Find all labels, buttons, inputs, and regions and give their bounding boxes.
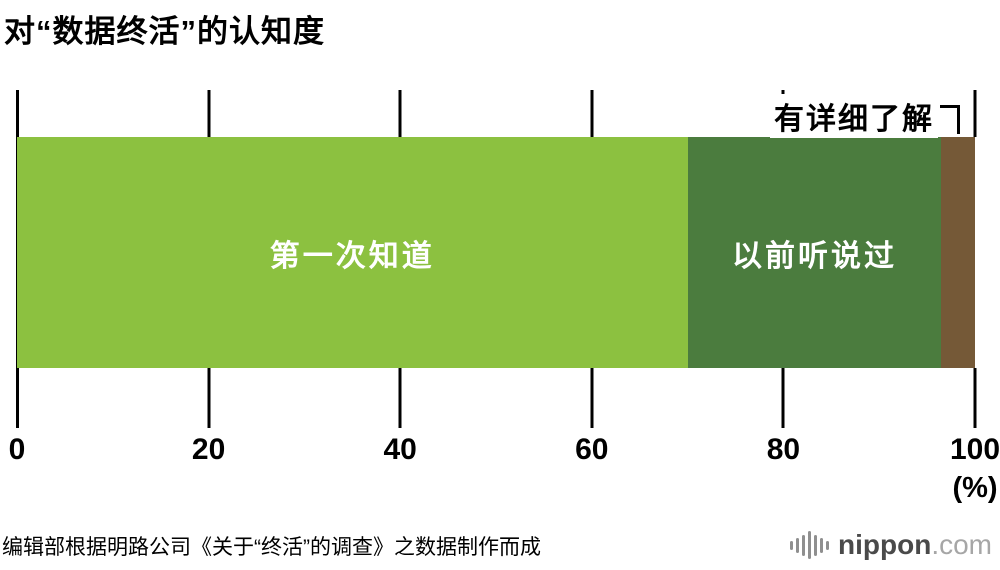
x-tick-label: 40 [383, 433, 417, 466]
x-tick-mark-bottom [781, 368, 785, 428]
source-note: 编辑部根据明路公司《关于“终活”的调查》之数据制作而成 [2, 536, 541, 559]
annotation-label: 有详细了解 [770, 94, 938, 138]
annotation-pointer-line [940, 105, 960, 134]
x-tick-label: 100 [949, 433, 1000, 466]
x-tick-mark-bottom [207, 368, 211, 428]
stacked-bar: 第一次知道 以前听说过 [17, 137, 975, 368]
bar-segment-label: 第一次知道 [269, 239, 435, 273]
x-tick-label: 60 [575, 433, 609, 466]
x-tick-mark-top [590, 90, 594, 137]
plot-area: 第一次知道 以前听说过 有详细了解 [16, 90, 977, 428]
bar-segment-label: 以前听说过 [732, 239, 898, 273]
logo-name: nippon [838, 529, 932, 560]
x-tick-mark-top [398, 90, 402, 137]
bar-segment-2: 以前听说过 [687, 137, 942, 368]
x-tick-mark-top [973, 90, 977, 137]
page-title: 对“数据终活”的认知度 [4, 14, 325, 49]
x-tick-label: 80 [766, 433, 801, 466]
x-tick-label: 20 [191, 433, 226, 466]
x-tick-mark-bottom [398, 368, 402, 428]
x-tick-mark-bottom [973, 368, 977, 428]
logo-tld: .com [931, 529, 992, 560]
bar-segment-3 [941, 137, 975, 368]
nippon-logo-text: nippon.com [838, 530, 992, 560]
bar-segment-1: 第一次知道 [17, 137, 688, 368]
x-tick-mark-top [207, 90, 211, 137]
nippon-logo: nippon.com [790, 528, 992, 562]
x-tick-label: 0 [8, 433, 26, 466]
x-axis-labels: 0 20 40 60 80 100 [9, 433, 1000, 469]
x-tick-mark-bottom [590, 368, 594, 428]
audio-bars-icon [790, 530, 830, 560]
x-axis-unit: (%) [952, 472, 998, 504]
